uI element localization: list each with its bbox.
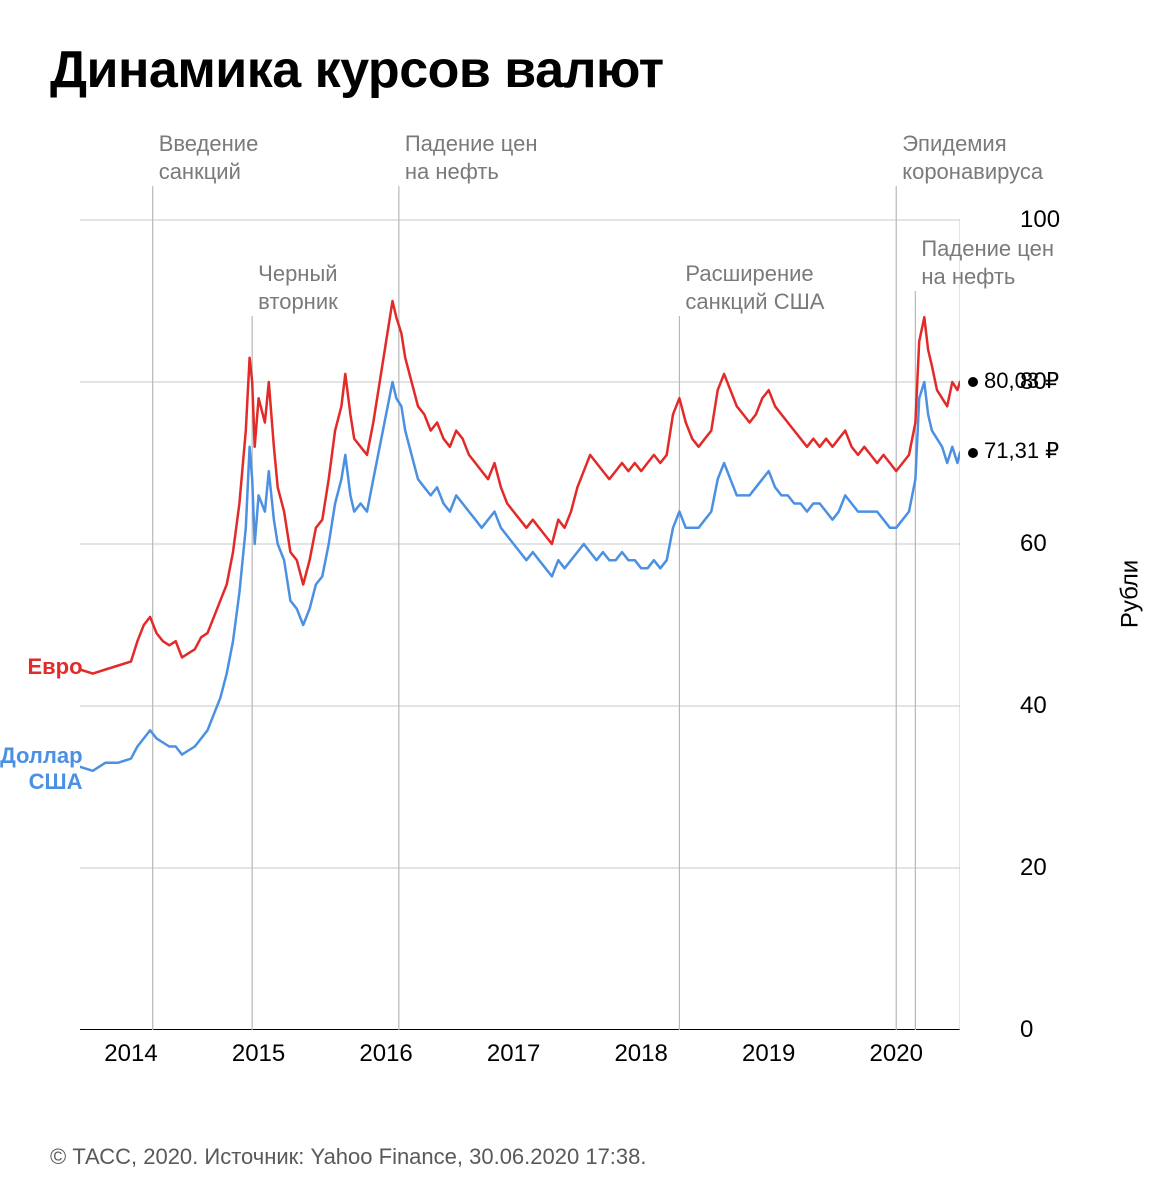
end-value-label: 71,31 ₽ (968, 438, 1059, 464)
x-tick-label: 2019 (742, 1040, 795, 1068)
x-tick-label: 2014 (104, 1040, 157, 1068)
event-label: Эпидемия коронавируса (902, 130, 1043, 185)
x-tick-label: 2015 (232, 1040, 285, 1068)
series-label: Евро (0, 654, 83, 680)
y-tick-label: 0 (1020, 1016, 1033, 1044)
plot-area (80, 130, 960, 1030)
event-label: Падение цен на нефть (921, 235, 1054, 290)
event-label: Черный вторник (258, 260, 338, 315)
chart-title: Динамика курсов валют (50, 40, 1106, 100)
x-tick-label: 2018 (614, 1040, 667, 1068)
y-tick-label: 20 (1020, 854, 1047, 882)
series-label: Доллар США (0, 743, 83, 796)
event-label: Расширение санкций США (685, 260, 824, 315)
end-value-label: 80,03 ₽ (968, 368, 1059, 394)
x-tick-label: 2016 (359, 1040, 412, 1068)
event-label: Падение цен на нефть (405, 130, 538, 185)
x-tick-label: 2017 (487, 1040, 540, 1068)
y-tick-label: 100 (1020, 206, 1060, 234)
y-tick-label: 40 (1020, 692, 1047, 720)
y-tick-label: 60 (1020, 530, 1047, 558)
chart-footer: © ТАСС, 2020. Источник: Yahoo Finance, 3… (50, 1144, 647, 1170)
event-label: Введение санкций (159, 130, 259, 185)
chart-container: 020406080100 201420152016201720182019202… (50, 130, 1100, 1090)
y-axis-title: Рубли (1116, 560, 1144, 628)
x-tick-label: 2020 (870, 1040, 923, 1068)
